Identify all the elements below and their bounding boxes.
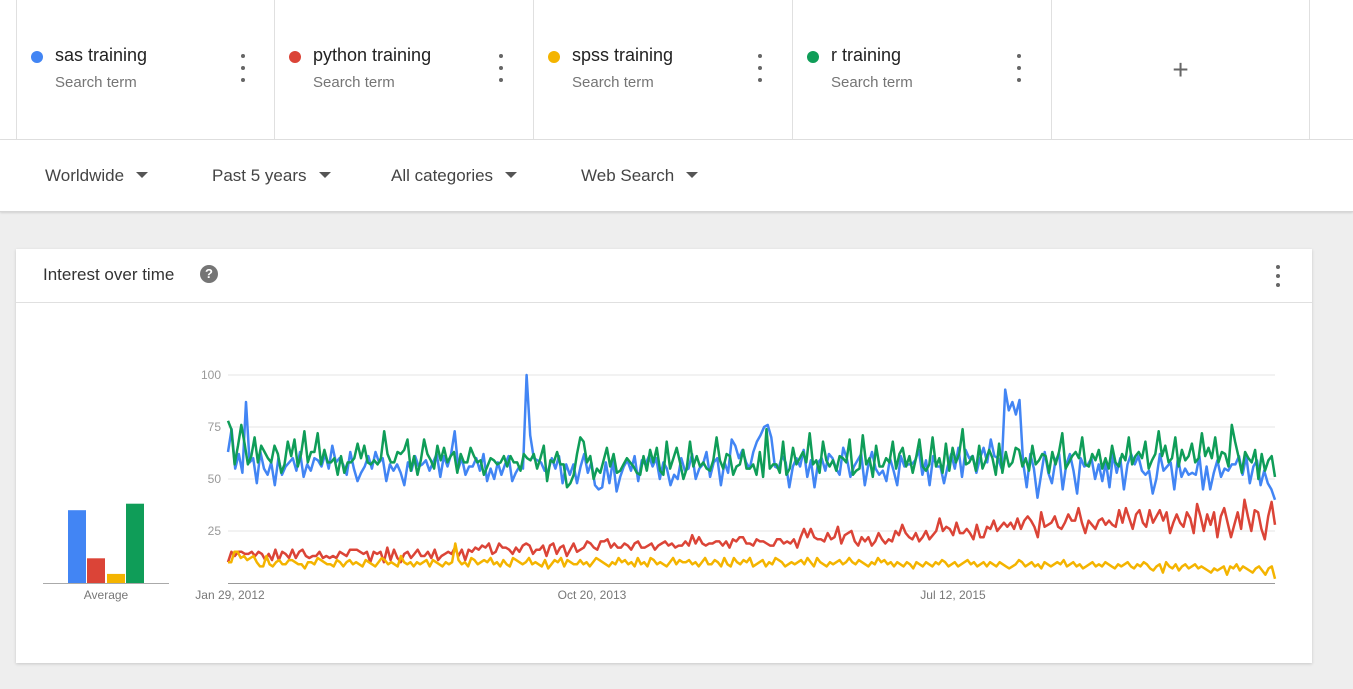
series-color-dot [548, 51, 560, 63]
average-bar [68, 510, 86, 583]
y-tick-label: 75 [208, 420, 222, 434]
average-bar [87, 558, 105, 583]
more-options-icon[interactable] [752, 54, 768, 82]
more-options-icon[interactable] [235, 54, 251, 82]
chart-gridlines: 25 50 75 100 [201, 368, 1275, 584]
series-color-dot [289, 51, 301, 63]
search-term-card[interactable]: python training Search term [274, 0, 533, 139]
category-filter-label: All categories [391, 166, 494, 185]
average-bar-chart: Average [43, 503, 169, 602]
more-options-icon[interactable] [1011, 54, 1027, 82]
chart-series [226, 373, 1277, 580]
region-filter-label: Worldwide [45, 166, 125, 185]
search-terms-bar: sas training Search term python training Se… [0, 0, 1353, 140]
y-tick-label: 25 [208, 524, 222, 538]
add-term-button[interactable]: + [1051, 0, 1310, 139]
dropdown-arrow-icon [318, 171, 331, 178]
search-term-card[interactable]: r training Search term [792, 0, 1051, 139]
card-header: Interest over time ? [16, 249, 1312, 303]
interest-over-time-card: Interest over time ? Average 25 50 75 100 J… [16, 249, 1312, 663]
search-term-name: python training [313, 45, 432, 65]
y-tick-label: 100 [201, 368, 221, 382]
dropdown-arrow-icon [686, 171, 699, 178]
average-bar [126, 503, 144, 583]
series-color-dot [31, 51, 43, 63]
search-term-card[interactable]: spss training Search term [533, 0, 792, 139]
series-line [226, 373, 1277, 501]
period-filter[interactable]: Past 5 years [212, 166, 331, 186]
help-icon[interactable]: ? [200, 265, 218, 283]
search-term-type: Search term [572, 74, 654, 91]
search-term-type: Search term [313, 74, 395, 91]
series-line [226, 420, 1277, 489]
filter-bar: Worldwide Past 5 years All categories We… [0, 140, 1353, 212]
dropdown-arrow-icon [136, 171, 149, 178]
series-line [228, 542, 1277, 580]
search-type-filter-label: Web Search [581, 166, 675, 185]
search-term-type: Search term [831, 74, 913, 91]
add-icon: + [1172, 53, 1189, 85]
average-label: Average [84, 588, 129, 602]
period-filter-label: Past 5 years [212, 166, 307, 185]
search-term-card[interactable]: sas training Search term [16, 0, 275, 139]
category-filter[interactable]: All categories [391, 166, 518, 186]
search-term-type: Search term [55, 74, 137, 91]
x-tick-label: Jan 29, 2012 [195, 588, 265, 602]
more-options-icon[interactable] [1274, 265, 1282, 287]
search-term-name: sas training [55, 45, 148, 65]
card-title: Interest over time [43, 265, 175, 284]
y-tick-label: 50 [208, 472, 222, 486]
x-tick-label: Oct 20, 2013 [558, 588, 627, 602]
more-options-icon[interactable] [493, 54, 509, 82]
search-term-name: spss training [572, 45, 674, 65]
search-type-filter[interactable]: Web Search [581, 166, 699, 186]
average-bar [107, 573, 125, 583]
dropdown-arrow-icon [505, 171, 518, 178]
x-tick-label: Jul 12, 2015 [920, 588, 986, 602]
region-filter[interactable]: Worldwide [45, 166, 149, 186]
chart-x-axis: Jan 29, 2012 Oct 20, 2013 Jul 12, 2015 [195, 588, 986, 602]
search-term-name: r training [831, 45, 902, 65]
interest-chart: Average 25 50 75 100 Jan 29, 2012 Oct 20, 20… [43, 368, 1277, 602]
series-color-dot [807, 51, 819, 63]
